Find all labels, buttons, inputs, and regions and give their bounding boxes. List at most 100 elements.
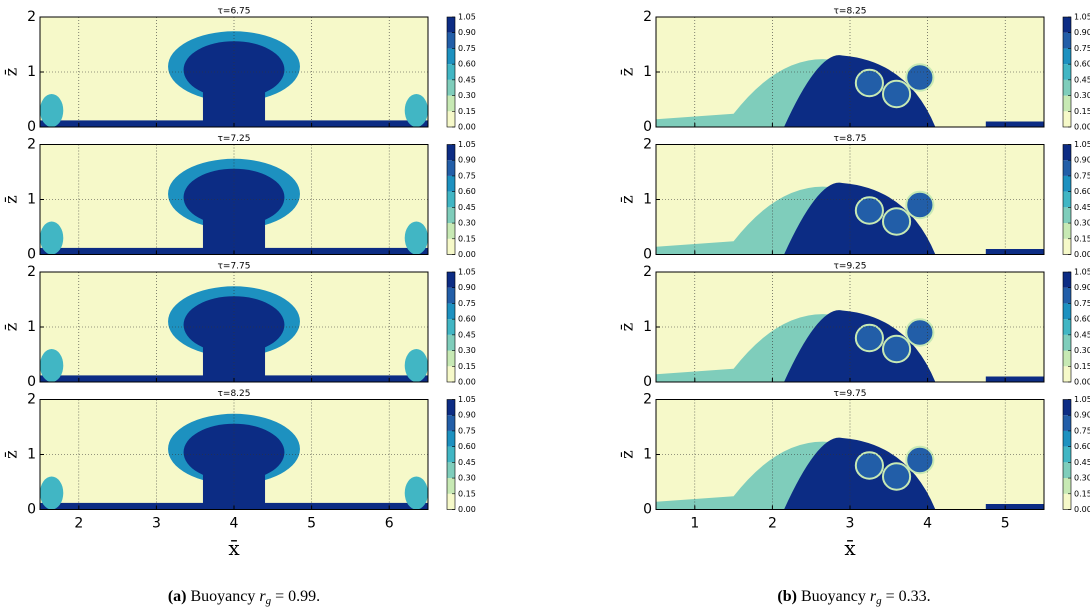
panel: 2 3 4 5 6 0 1 2 τ=8.25 z̄ x̄ 0.00 0.15 0.30 0.45 0.60 0.… (2, 389, 476, 560)
colorbar-bin (1063, 64, 1071, 80)
plume-stem (202, 332, 266, 382)
panel: 0 1 2 τ=9.25 z̄ 0.00 0.15 0.30 0.45 0.60 0.75 0.90 1… (618, 262, 1090, 391)
colorbar-tick-label: 0.45 (458, 203, 476, 212)
y-tick-label: 1 (643, 64, 652, 80)
panel: 0 1 2 τ=6.75 z̄ 0.00 0.15 0.30 0.45 0.60 0.75 0.90 1… (2, 7, 476, 136)
colorbar-frame (1062, 271, 1072, 383)
y-tick-label: 1 (643, 319, 652, 335)
y-axis-label: z̄ (2, 450, 21, 458)
y-tick-label: 0 (643, 502, 652, 518)
colorbar-tick-label: 0.00 (458, 250, 476, 259)
colorbar-tick-label: 1.05 (1074, 140, 1090, 149)
colorbar-tick-label: 0.75 (458, 299, 476, 308)
y-tick-label: 0 (27, 247, 36, 263)
y-axis-label: z̄ (2, 323, 21, 331)
colorbar-bin (447, 207, 455, 224)
colorbar-tick-label: 0.15 (458, 362, 476, 371)
y-tick-label: 1 (27, 192, 36, 208)
colorbar-tick-label: 1.05 (458, 268, 476, 277)
plot-frame (39, 144, 429, 255)
x-tick-label: 6 (385, 516, 394, 532)
y-tick-label: 0 (643, 374, 652, 390)
y-tick-label: 2 (643, 9, 652, 25)
colorbar-tick-label: 0.60 (458, 315, 476, 324)
panel: 1 2 3 4 5 0 1 2 τ=9.75 z̄ x̄ 0.00 0.15 0.30 0.45 0.60 0.… (618, 389, 1090, 560)
x-tick-label: 5 (1001, 516, 1010, 532)
colorbar-tick-label: 0.75 (1074, 426, 1090, 435)
plume-stem (202, 205, 266, 255)
colorbar-tick-label: 0.30 (458, 474, 476, 483)
plot-frame (655, 144, 1045, 255)
colorbar-tick-label: 0.00 (458, 123, 476, 132)
plot-frame (39, 271, 429, 383)
y-tick-label: 2 (27, 9, 36, 25)
colorbar-tick-label: 0.45 (1074, 75, 1090, 84)
y-tick-label: 2 (27, 137, 36, 153)
y-axis-label: z̄ (618, 195, 637, 203)
colorbar-bin (447, 303, 455, 320)
colorbar-tick-label: 0.15 (1074, 489, 1090, 498)
edge-eddy (40, 476, 64, 510)
colorbar-tick-label: 0.90 (458, 411, 476, 420)
plume-stem (202, 460, 266, 510)
eddy (905, 318, 935, 347)
y-tick-label: 2 (27, 392, 36, 408)
y-tick-label: 2 (643, 392, 652, 408)
eddy (854, 68, 884, 98)
colorbar-bin (1063, 287, 1071, 304)
panel: 0 1 2 τ=8.25 z̄ 0.00 0.15 0.30 0.45 0.60 0.75 0.90 1… (618, 7, 1090, 136)
edge-eddy (40, 349, 64, 382)
colorbar-bin (1063, 303, 1071, 320)
colorbar-tick-label: 0.15 (458, 107, 476, 116)
y-tick-label: 0 (27, 374, 36, 390)
colorbar-tick-label: 1.05 (458, 395, 476, 404)
colorbar-tick-label: 0.90 (458, 28, 476, 37)
colorbar-bin (1063, 32, 1071, 49)
colorbar-bin (1063, 17, 1071, 33)
edge-eddy (404, 349, 428, 382)
colorbar-bin (1063, 446, 1071, 463)
colorbar-tick-label: 1.05 (458, 140, 476, 149)
colorbar-tick-label: 1.05 (458, 13, 476, 22)
y-tick-label: 0 (643, 247, 652, 263)
edge-eddy (404, 221, 428, 255)
colorbar-frame (1062, 144, 1072, 255)
colorbar-bin (447, 462, 455, 479)
colorbar-tick-label: 0.60 (1074, 187, 1090, 196)
colorbar-bin (447, 160, 455, 176)
colorbar-tick-label: 0.00 (458, 505, 476, 514)
colorbar-tick-label: 0.75 (1074, 44, 1090, 53)
y-axis-label: z̄ (618, 450, 637, 458)
eddy (905, 445, 935, 475)
colorbar-bin (447, 272, 455, 288)
eddy (881, 334, 912, 364)
front (985, 504, 1044, 510)
colorbar-tick-label: 0.45 (1074, 203, 1090, 212)
colorbar-tick-label: 0.45 (1074, 458, 1090, 467)
eddy (854, 451, 884, 480)
y-tick-label: 2 (27, 264, 36, 280)
caption-a: (a) Buoyancy rg = 0.99. (168, 588, 320, 609)
y-axis-label: z̄ (2, 195, 21, 203)
colorbar-bin (1063, 430, 1071, 447)
colorbar-bin (447, 17, 455, 33)
colorbar-tick-label: 0.15 (1074, 107, 1090, 116)
colorbar-tick-label: 0.45 (1074, 330, 1090, 339)
colorbar-bin (1063, 350, 1071, 367)
eddy (905, 63, 935, 92)
y-tick-label: 1 (27, 64, 36, 80)
colorbar-bin (1063, 207, 1071, 224)
colorbar-tick-label: 0.30 (458, 91, 476, 100)
plot-frame (39, 16, 429, 128)
edge-eddy (40, 221, 64, 255)
field (656, 437, 1044, 510)
colorbar-tick-label: 0.45 (458, 75, 476, 84)
colorbar-tick-label: 0.60 (1074, 315, 1090, 324)
colorbar-bin (447, 287, 455, 304)
x-axis-label: x̄ (228, 536, 240, 560)
colorbar-tick-label: 0.75 (458, 426, 476, 435)
colorbar-bin (447, 223, 455, 239)
field (656, 182, 1044, 255)
caption-b: (b) Buoyancy rg = 0.33. (777, 588, 930, 609)
